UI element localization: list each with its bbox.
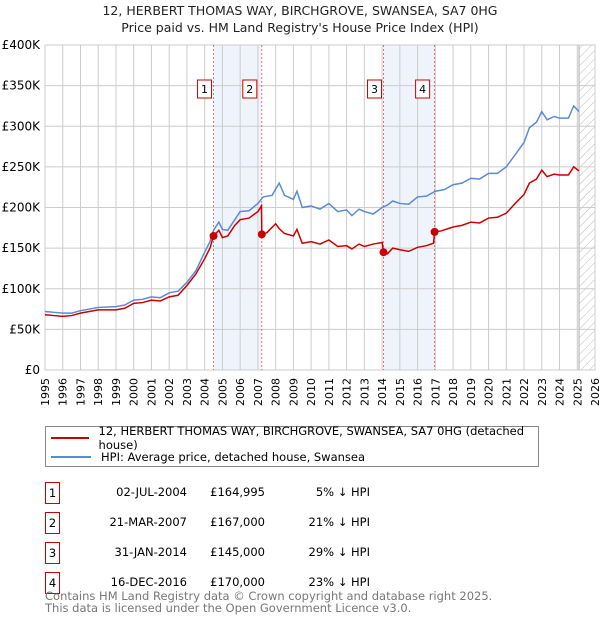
sale-number: 2 bbox=[45, 512, 60, 534]
sale-point bbox=[430, 227, 439, 236]
x-tick-label: 1997 bbox=[74, 378, 87, 406]
sale-point bbox=[209, 231, 218, 240]
x-tick-label: 2017 bbox=[429, 378, 442, 406]
sale-hpi-diff: 29% ↓ HPI bbox=[308, 545, 370, 559]
x-tick-label: 2005 bbox=[216, 378, 229, 406]
chart-title: 12, HERBERT THOMAS WAY, BIRCHGROVE, SWAN… bbox=[102, 3, 498, 18]
sale-badge-label: 3 bbox=[371, 83, 378, 96]
sale-hpi-diff: 23% ↓ HPI bbox=[308, 575, 370, 589]
y-tick-label: £150K bbox=[2, 241, 42, 255]
sale-hpi-diff: 21% ↓ HPI bbox=[308, 515, 370, 529]
sale-number: 1 bbox=[45, 482, 60, 504]
y-tick-label: £250K bbox=[2, 160, 42, 174]
x-tick-label: 2021 bbox=[500, 378, 513, 406]
sale-badge bbox=[367, 79, 383, 99]
footer-licence: This data is licensed under the Open Gov… bbox=[45, 601, 412, 615]
x-tick-label: 2020 bbox=[483, 378, 496, 406]
sale-number: 4 bbox=[45, 572, 60, 594]
y-tick-label: £200K bbox=[2, 201, 42, 215]
series-line-property bbox=[44, 165, 580, 318]
x-tick-label: 2002 bbox=[163, 378, 176, 406]
sale-date: 21-MAR-2007 bbox=[109, 515, 187, 529]
legend-swatch-property bbox=[51, 437, 89, 439]
y-tick-label: £400K bbox=[2, 38, 42, 52]
x-tick-label: 2015 bbox=[394, 378, 407, 406]
sale-row: 2 21-MAR-2007 £167,000 21% ↓ HPI bbox=[45, 512, 445, 534]
x-tick-label: 2000 bbox=[128, 378, 141, 406]
x-tick-label: 2004 bbox=[199, 378, 212, 406]
sale-badge-label: 2 bbox=[246, 83, 253, 96]
sale-row: 3 31-JAN-2014 £145,000 29% ↓ HPI bbox=[45, 542, 445, 564]
x-tick-label: 2009 bbox=[287, 378, 300, 406]
sale-point bbox=[379, 248, 388, 257]
x-tick-label: 2011 bbox=[323, 378, 336, 406]
legend-swatch-hpi bbox=[51, 456, 91, 458]
x-tick-label: 2008 bbox=[270, 378, 283, 406]
x-tick-label: 2012 bbox=[341, 378, 354, 406]
chart-subtitle: Price paid vs. HM Land Registry's House … bbox=[121, 20, 479, 35]
sale-price: £167,000 bbox=[210, 515, 265, 529]
x-tick-label: 2024 bbox=[554, 378, 567, 406]
x-tick-label: 1998 bbox=[92, 378, 105, 406]
x-tick-label: 2026 bbox=[589, 378, 600, 406]
sale-date: 02-JUL-2004 bbox=[116, 485, 187, 499]
price-chart: 1995 1996 1997 1998 1999 2000 2001 2002 2003 2004… bbox=[2, 38, 600, 406]
x-tick-label: 2013 bbox=[358, 378, 371, 406]
x-tick-label: 2018 bbox=[447, 378, 460, 406]
x-tick-label: 2023 bbox=[536, 378, 549, 406]
x-tick-label: 2001 bbox=[145, 378, 158, 406]
x-tick-label: 2007 bbox=[252, 378, 265, 406]
x-tick-label: 2010 bbox=[305, 378, 318, 406]
sale-price: £170,000 bbox=[210, 575, 265, 589]
sale-badge bbox=[415, 79, 431, 99]
sale-badge-label: 4 bbox=[419, 83, 426, 96]
sale-row: 1 02-JUL-2004 £164,995 5% ↓ HPI bbox=[45, 482, 445, 504]
y-tick-label: £350K bbox=[2, 79, 42, 93]
y-tick-label: £100K bbox=[2, 282, 42, 296]
footer-copyright: Contains HM Land Registry data © Crown c… bbox=[45, 589, 493, 603]
x-tick-label: 2006 bbox=[234, 378, 247, 406]
sale-price: £164,995 bbox=[210, 485, 265, 499]
legend-label-hpi: HPI: Average price, detached house, Swan… bbox=[101, 450, 366, 464]
x-tick-label: 1995 bbox=[39, 378, 52, 406]
legend-label-property: 12, HERBERT THOMAS WAY, BIRCHGROVE, SWAN… bbox=[98, 424, 525, 452]
x-tick-label: 2003 bbox=[181, 378, 194, 406]
x-tick-label: 1999 bbox=[110, 378, 123, 406]
sale-row: 4 16-DEC-2016 £170,000 23% ↓ HPI bbox=[45, 572, 445, 594]
sale-badge bbox=[197, 79, 213, 99]
sale-point bbox=[257, 230, 266, 239]
y-tick-label: £0 bbox=[25, 363, 40, 377]
sale-price: £145,000 bbox=[210, 545, 265, 559]
x-tick-label: 2022 bbox=[518, 378, 531, 406]
x-tick-label: 2019 bbox=[465, 378, 478, 406]
y-tick-label: £300K bbox=[2, 119, 42, 133]
sale-number: 3 bbox=[45, 542, 60, 564]
series-line-hpi bbox=[44, 104, 580, 314]
x-tick-label: 2025 bbox=[571, 378, 584, 406]
sale-date: 16-DEC-2016 bbox=[110, 575, 187, 589]
sale-badge-label: 1 bbox=[201, 83, 208, 96]
sale-date: 31-JAN-2014 bbox=[114, 545, 188, 559]
y-tick-label: £50K bbox=[9, 322, 41, 336]
x-tick-label: 2016 bbox=[412, 378, 425, 406]
legend: 12, HERBERT THOMAS WAY, BIRCHGROVE, SWAN… bbox=[45, 424, 539, 467]
x-tick-label: 2014 bbox=[376, 378, 389, 406]
sale-hpi-diff: 5% ↓ HPI bbox=[315, 485, 370, 499]
x-tick-label: 1996 bbox=[57, 378, 70, 406]
sale-badge bbox=[242, 79, 258, 99]
